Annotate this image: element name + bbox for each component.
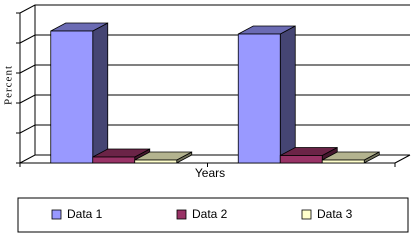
legend-swatch	[301, 209, 312, 220]
legend	[17, 197, 409, 233]
back-wall	[35, 5, 410, 155]
bar	[50, 22, 109, 164]
legend-swatch	[51, 209, 62, 220]
legend-label: Data 1	[67, 207, 103, 221]
bar-front	[321, 159, 365, 164]
legend-swatch	[176, 209, 187, 220]
x-axis-label: Years	[195, 166, 225, 180]
bar-front	[134, 159, 178, 164]
floor-right	[394, 154, 411, 164]
legend-label: Data 2	[192, 207, 228, 221]
bar	[321, 151, 380, 164]
bar	[237, 25, 296, 164]
bar	[134, 151, 193, 164]
y-axis-label: Percent	[3, 65, 15, 105]
bar-front	[237, 33, 281, 164]
bar-front	[92, 156, 136, 164]
bar-front	[279, 155, 323, 164]
bar-side	[279, 25, 296, 164]
legend-label: Data 3	[317, 207, 353, 221]
bar-side	[92, 22, 109, 164]
bar-front	[50, 30, 94, 164]
